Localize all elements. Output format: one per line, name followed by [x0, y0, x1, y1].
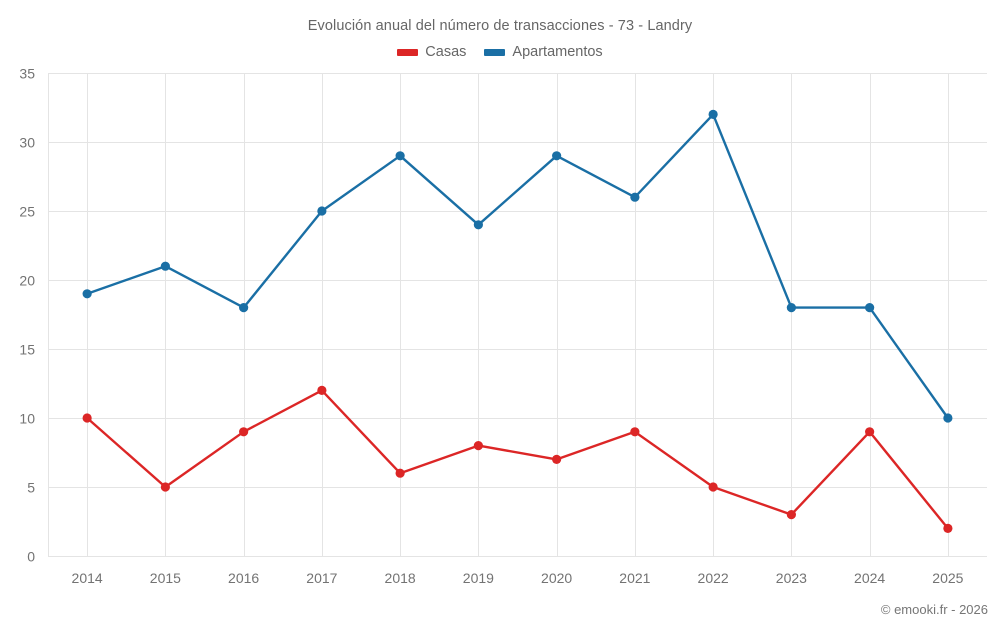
x-axis-tick-label: 2019	[463, 570, 494, 586]
data-point-casas-2021[interactable]	[630, 427, 640, 437]
data-point-apartamentos-2020[interactable]	[552, 151, 562, 161]
y-axis-tick-label: 10	[19, 411, 35, 427]
x-axis-tick-label: 2025	[932, 570, 963, 586]
y-axis-tick-label: 15	[19, 342, 35, 358]
data-point-apartamentos-2023[interactable]	[786, 303, 796, 313]
data-point-apartamentos-2022[interactable]	[708, 109, 718, 119]
legend-label-casas: Casas	[425, 44, 467, 60]
x-axis-tick-label: 2014	[72, 570, 103, 586]
data-point-apartamentos-2025[interactable]	[943, 413, 953, 423]
x-axis-tick-label: 2021	[619, 570, 650, 586]
data-point-casas-2016[interactable]	[239, 427, 249, 437]
x-axis-tick-label: 2022	[698, 570, 729, 586]
legend-swatch-casas	[397, 48, 419, 56]
data-point-casas-2022[interactable]	[708, 482, 718, 492]
chart-legend: Casas Apartamentos	[0, 44, 1000, 60]
data-point-casas-2020[interactable]	[552, 454, 562, 464]
x-axis-tick-label: 2018	[385, 570, 416, 586]
data-point-casas-2019[interactable]	[473, 441, 483, 451]
y-axis-tick-label: 0	[27, 549, 35, 565]
data-point-casas-2023[interactable]	[786, 509, 796, 520]
data-point-casas-2017[interactable]	[317, 385, 327, 395]
chart-title: Evolución anual del número de transaccio…	[307, 18, 693, 34]
y-axis-tick-label: 25	[19, 204, 35, 220]
x-axis-tick-label: 2024	[854, 570, 885, 586]
x-axis-tick-label: 2015	[150, 570, 181, 586]
data-point-apartamentos-2021[interactable]	[630, 192, 640, 202]
legend-item-apartamentos[interactable]: Apartamentos	[484, 44, 603, 60]
legend-item-casas[interactable]: Casas	[397, 44, 466, 60]
x-axis-tick-labels: 2014 2015 2016 2017 2018 2019 2020 2021 2022 2023…	[72, 570, 964, 586]
legend-swatch-apartamentos	[484, 48, 506, 56]
y-axis-tick-label: 5	[27, 480, 35, 496]
gridlines	[48, 73, 987, 557]
data-point-casas-2024[interactable]	[865, 427, 875, 437]
legend-label-apartamentos: Apartamentos	[512, 44, 603, 60]
data-point-apartamentos-2024[interactable]	[865, 303, 875, 313]
series-line-casas	[85, 389, 950, 530]
y-axis-tick-label: 35	[19, 66, 35, 82]
x-axis-tick-label: 2020	[541, 570, 572, 586]
y-axis-tick-label: 20	[19, 273, 35, 289]
data-point-apartamentos-2014[interactable]	[82, 289, 92, 299]
data-point-casas-2018[interactable]	[395, 468, 405, 478]
data-series-layer	[82, 109, 953, 534]
data-point-apartamentos-2016[interactable]	[239, 303, 249, 313]
x-axis-tick-label: 2017	[306, 570, 337, 586]
x-axis-tick-label: 2016	[228, 570, 259, 586]
y-axis-tick-labels: 0 5 10 15 20 25 30 35	[19, 66, 35, 565]
data-point-apartamentos-2019[interactable]	[473, 220, 483, 230]
data-point-apartamentos-2017[interactable]	[317, 206, 327, 216]
data-point-casas-2025[interactable]	[943, 523, 953, 534]
data-point-casas-2015[interactable]	[160, 482, 170, 492]
data-point-apartamentos-2018[interactable]	[395, 151, 405, 161]
series-line-apartamentos	[85, 113, 950, 420]
x-axis-tick-label: 2023	[776, 570, 807, 586]
data-point-apartamentos-2015[interactable]	[160, 261, 170, 271]
y-axis-tick-label: 30	[19, 135, 35, 151]
footer-credit: © emooki.fr - 2026	[880, 602, 988, 617]
data-point-casas-2014[interactable]	[82, 413, 92, 423]
